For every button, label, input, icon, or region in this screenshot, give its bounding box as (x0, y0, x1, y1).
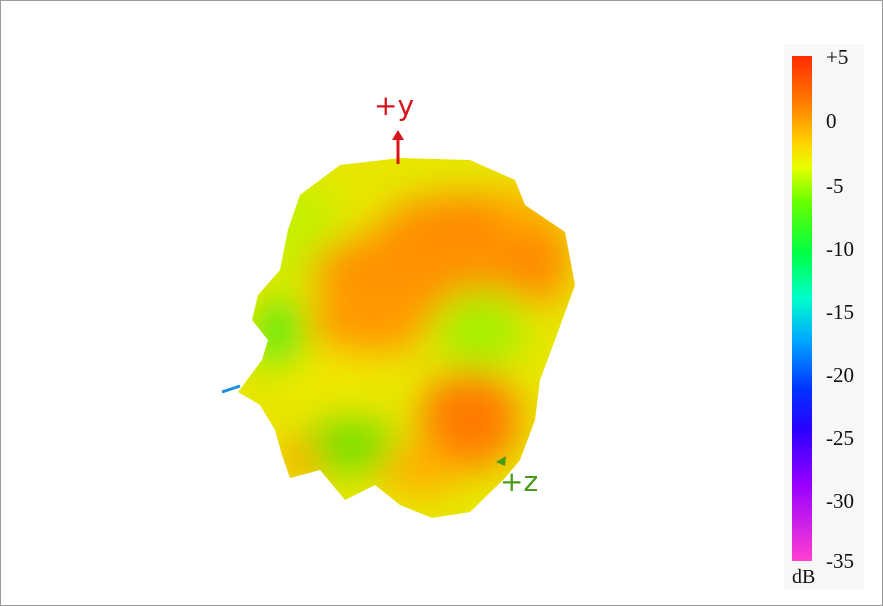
colorbar-tick-label: -35 (826, 549, 854, 573)
colorbar-tick-label: +5 (826, 45, 849, 69)
z-axis-label: +z (500, 465, 539, 498)
colorbar-tick-label: -25 (826, 426, 854, 450)
colorbar-tick-label: -15 (826, 300, 854, 324)
x-axis-line (221, 384, 241, 394)
colorbar-tick-label: -10 (826, 237, 854, 261)
antenna-pattern-surface (238, 158, 575, 518)
colorbar-tick-label: -20 (826, 363, 854, 387)
y-axis-arrowhead (392, 130, 404, 140)
colorbar-tick-label: -30 (826, 489, 854, 513)
colorbar-unit-label: dB (792, 566, 816, 588)
colorbar (792, 56, 812, 561)
y-axis-label: +y (374, 89, 415, 122)
colorbar-tick-label: -5 (826, 174, 844, 198)
colorbar-tick-label: 0 (826, 109, 837, 133)
z-axis-arrowhead (496, 456, 506, 466)
